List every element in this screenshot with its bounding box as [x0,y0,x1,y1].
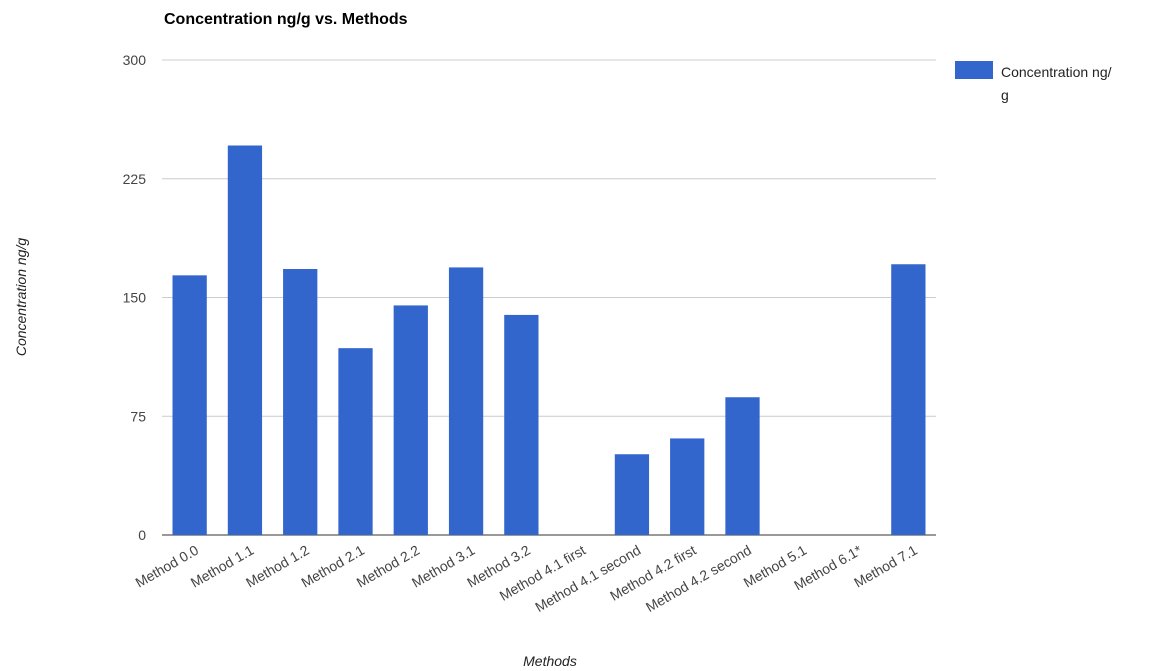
x-axis-title: Methods [523,653,577,669]
bar [504,314,539,535]
bar [891,264,926,535]
bar [227,145,263,535]
bar [338,348,373,535]
legend-label: Concentration ng/g [1001,64,1112,103]
x-tick-label: Method 7.1 [851,542,920,591]
y-axis-title: Concentration ng/g [13,238,29,357]
bar [614,454,650,535]
bar [283,269,318,535]
y-tick-label: 225 [123,171,147,187]
y-tick-label: 300 [123,52,147,68]
y-axis-ticks: 0 75 150 225 300 [123,52,147,543]
bars [172,145,926,535]
y-tick-label: 0 [138,527,146,543]
gridlines [162,59,936,536]
bar [725,397,760,535]
y-tick-label: 150 [123,290,147,306]
bar [448,267,484,535]
legend: Concentration ng/g [955,61,1112,103]
bar [670,438,705,535]
y-tick-label: 75 [130,408,146,424]
bar [393,305,428,535]
bar [172,275,207,535]
legend-swatch [955,61,993,79]
x-tick-label: Method 4.2 second [643,542,754,615]
chart-title: Concentration ng/g vs. Methods [164,11,408,28]
